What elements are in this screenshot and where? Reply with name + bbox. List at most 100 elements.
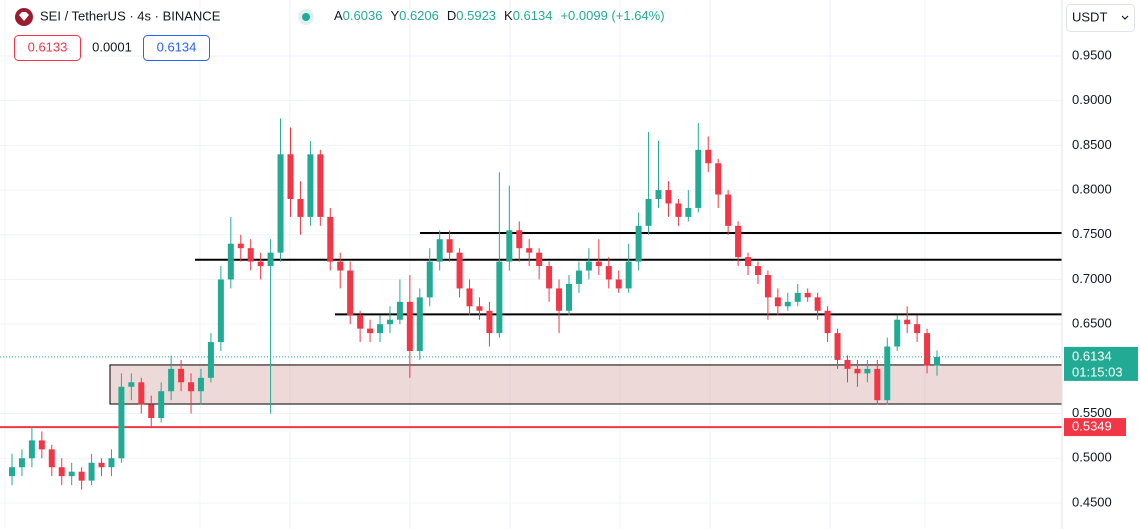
symbol-icon-gem xyxy=(19,12,29,21)
candle-body xyxy=(158,391,165,419)
candle-body xyxy=(804,292,811,298)
candle-body xyxy=(148,404,155,419)
candle-body xyxy=(934,356,940,366)
candle-body xyxy=(625,261,632,289)
candle-body xyxy=(556,288,563,311)
candle-body xyxy=(317,154,324,217)
candle-body xyxy=(516,230,523,249)
candle-body xyxy=(764,275,771,298)
y-tick-label: 0.5500 xyxy=(1072,405,1112,420)
candle-body xyxy=(217,279,224,343)
ohlc-value: 0.6134 xyxy=(513,8,553,23)
y-tick-label: 0.9500 xyxy=(1072,47,1112,62)
candle-body xyxy=(605,266,612,280)
candle-body xyxy=(367,328,374,334)
order-row[interactable]: 0.6133 0.0001 0.6134 xyxy=(14,35,210,61)
ohlc-letter: Y xyxy=(390,8,399,23)
chart-title: SEI / TetherUS · 4s · BINANCE xyxy=(40,8,221,23)
candle-body xyxy=(854,368,861,374)
y-tick-label: 0.7500 xyxy=(1072,226,1112,241)
candle-body xyxy=(406,301,413,351)
candle-body xyxy=(247,248,254,262)
countdown-label: 01:15:03 xyxy=(1072,364,1123,379)
candle-body xyxy=(784,301,791,307)
candle-body xyxy=(68,471,75,477)
candle-body xyxy=(814,297,821,311)
currency-select[interactable]: USDT xyxy=(1066,4,1135,32)
change-value: +0.0099 (+1.64%) xyxy=(560,8,664,23)
candle-body xyxy=(188,382,195,392)
candle-body xyxy=(884,346,891,401)
candle-body xyxy=(18,458,25,468)
candle-body xyxy=(28,440,35,459)
candle-body xyxy=(894,319,901,347)
ohlc-letter: K xyxy=(504,8,513,23)
candle-body xyxy=(227,243,234,280)
y-tick-label: 0.8000 xyxy=(1072,182,1112,197)
ohlc-line: A0.6036 Y0.6206 D0.5923 K0.6134 +0.0099 (+1.… xyxy=(334,8,665,23)
candle-body xyxy=(615,279,622,289)
candle-body xyxy=(38,440,45,450)
candle-body xyxy=(745,257,752,267)
candle-body xyxy=(705,149,712,164)
candle-body xyxy=(237,243,244,249)
candle-body xyxy=(197,377,204,392)
candle-body xyxy=(456,252,463,289)
dropdown-caret xyxy=(1121,15,1129,20)
ohlc-value: 0.6036 xyxy=(343,8,383,23)
y-tick-label: 0.5000 xyxy=(1072,450,1112,465)
candle-body xyxy=(715,163,722,195)
candle-body xyxy=(446,239,453,253)
candle-body xyxy=(347,270,354,316)
candle-body xyxy=(874,368,881,401)
last-price-label: 0.6134 xyxy=(1072,348,1112,363)
candle-body xyxy=(168,368,175,392)
candle-body xyxy=(595,261,602,267)
candle-body xyxy=(327,216,334,262)
ask-box[interactable] xyxy=(143,35,210,61)
candle-body xyxy=(476,306,483,311)
candle-body xyxy=(307,154,314,217)
candle-body xyxy=(48,449,55,468)
candle-body xyxy=(645,199,652,226)
currency-button[interactable] xyxy=(1066,4,1135,32)
candle-body xyxy=(585,261,592,271)
candle-body xyxy=(526,248,533,253)
candle-body xyxy=(506,230,513,262)
candle-body xyxy=(695,149,702,208)
candle-body xyxy=(207,342,214,378)
candle-body xyxy=(725,194,732,226)
price-axis: 0.9500 0.9000 0.8500 0.8000 0.7500 0.7000 0.65… xyxy=(1064,47,1138,509)
candle-body xyxy=(496,261,503,334)
y-tick-label: 0.6500 xyxy=(1072,316,1112,331)
candle-body xyxy=(546,266,553,289)
candle-body xyxy=(108,458,115,468)
candle-body xyxy=(118,386,125,459)
ohlc-value: 0.5923 xyxy=(456,8,496,23)
y-tick-label: 0.4500 xyxy=(1072,494,1112,509)
candle-body xyxy=(436,239,443,262)
candle-body xyxy=(575,270,582,284)
candle-body xyxy=(138,382,145,405)
candle-body xyxy=(824,310,831,334)
y-tick-label: 0.7000 xyxy=(1072,271,1112,286)
candle-body xyxy=(924,333,931,366)
candle-body xyxy=(914,324,921,334)
status-dot xyxy=(302,13,310,21)
candle-body xyxy=(396,301,403,320)
candle-body xyxy=(904,319,911,325)
candle-body xyxy=(635,225,642,262)
ohlc-value: 0.6206 xyxy=(399,8,439,23)
candle-body xyxy=(416,297,423,351)
alert-badge xyxy=(1064,418,1126,437)
candle-body xyxy=(78,471,85,481)
candle-body xyxy=(287,154,294,200)
bid-box[interactable] xyxy=(14,35,81,61)
header: SEI / TetherUS · 4s · BINANCE A0.6036 Y0.… xyxy=(15,8,665,26)
candle-body xyxy=(58,467,65,477)
candle-body xyxy=(9,467,15,477)
candle-body xyxy=(98,462,105,468)
candle-body xyxy=(277,154,284,253)
candle-body xyxy=(386,319,393,325)
y-tick-label: 0.8500 xyxy=(1072,137,1112,152)
